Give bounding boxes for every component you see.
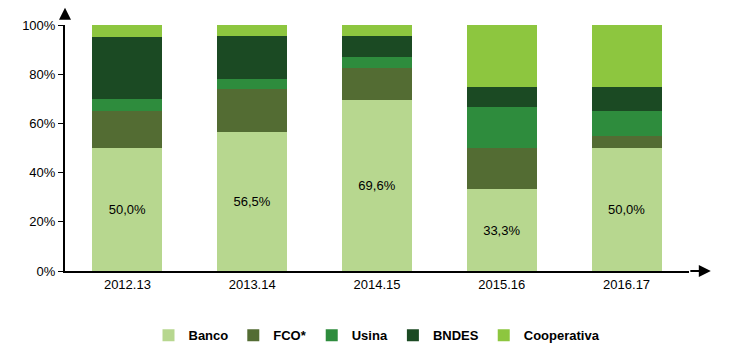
svg-text:80%: 80% [29,67,55,82]
svg-text:Banco: Banco [189,328,229,343]
svg-text:60%: 60% [29,116,55,131]
svg-text:2014.15: 2014.15 [354,277,401,292]
svg-text:Cooperativa: Cooperativa [524,328,600,343]
svg-text:2012.13: 2012.13 [104,277,151,292]
svg-text:50,0%: 50,0% [109,202,146,217]
svg-text:20%: 20% [29,214,55,229]
svg-text:50,0%: 50,0% [608,202,645,217]
svg-text:56,5%: 56,5% [234,194,271,209]
svg-text:40%: 40% [29,165,55,180]
svg-text:BNDES: BNDES [433,328,479,343]
svg-text:2013.14: 2013.14 [229,277,276,292]
svg-text:100%: 100% [22,18,56,33]
svg-text:69,6%: 69,6% [358,178,395,193]
svg-text:2015.16: 2015.16 [478,277,525,292]
svg-text:FCO*: FCO* [273,328,306,343]
svg-text:Usina: Usina [352,328,388,343]
svg-text:2016.17: 2016.17 [603,277,650,292]
svg-text:0%: 0% [37,264,56,279]
svg-text:33,3%: 33,3% [483,223,520,238]
